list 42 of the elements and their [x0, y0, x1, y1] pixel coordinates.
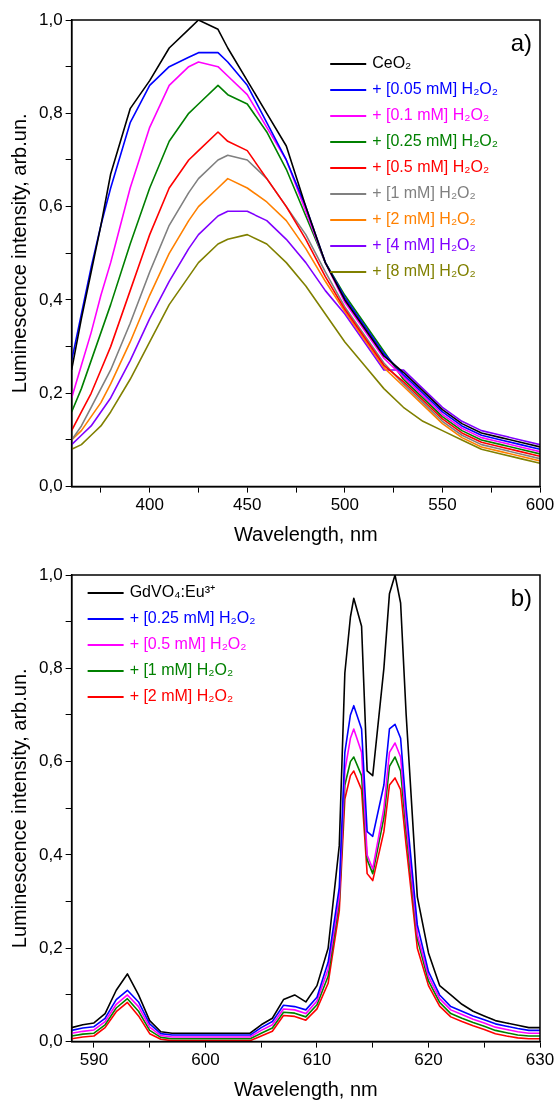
legend-label: + [0.5 mM] H₂O₂: [372, 158, 490, 176]
legend-label: + [0.1 mM] H₂O₂: [372, 106, 490, 124]
y-tick-label: 1,0: [38, 9, 63, 29]
y-tick-label: 0,4: [38, 844, 63, 864]
legend-label: CeO₂: [372, 54, 412, 72]
x-tick-label: 450: [233, 495, 262, 515]
y-tick-label: 0,2: [38, 382, 63, 402]
y-tick-label: 0,6: [38, 751, 63, 771]
y-axis-title: Luminescence intensity, arb.un.: [7, 668, 30, 949]
y-tick-label: 1,0: [38, 564, 63, 584]
annotation: a): [510, 28, 532, 56]
legend-label: + [0.05 mM] H₂O₂: [372, 80, 499, 98]
y-tick-label: 0,0: [38, 1031, 63, 1051]
x-tick-label: 600: [525, 495, 555, 515]
x-tick-label: 550: [428, 495, 457, 515]
legend-label: + [2 mM] H₂O₂: [372, 210, 476, 228]
y-tick-label: 0,8: [38, 658, 63, 678]
legend-label: + [2 mM] H₂O₂: [129, 687, 234, 705]
y-tick-label: 0,4: [38, 289, 63, 309]
x-tick-label: 400: [135, 495, 164, 515]
legend-label: + [0.25 mM] H₂O₂: [129, 609, 256, 627]
legend-label: + [0.5 mM] H₂O₂: [129, 635, 247, 653]
y-tick-label: 0,0: [38, 476, 63, 496]
legend-label: + [8 mM] H₂O₂: [372, 262, 476, 280]
y-tick-label: 0,6: [38, 196, 63, 216]
x-tick-label: 590: [79, 1050, 109, 1070]
y-tick-label: 0,8: [38, 103, 63, 123]
x-tick-label: 620: [414, 1050, 443, 1070]
x-axis-title: Wavelength, nm: [233, 522, 378, 545]
legend-label: + [4 mM] H₂O₂: [372, 236, 476, 254]
legend-label: + [1 mM] H₂O₂: [372, 184, 476, 202]
annotation: b): [510, 583, 532, 611]
legend-label: GdVO₄:Eu³⁺: [129, 583, 215, 601]
y-tick-label: 0,2: [38, 937, 63, 957]
legend-label: + [1 mM] H₂O₂: [129, 661, 234, 679]
x-tick-label: 600: [191, 1050, 220, 1070]
legend-label: + [0.25 mM] H₂O₂: [372, 132, 499, 150]
x-tick-label: 610: [302, 1050, 332, 1070]
x-tick-label: 630: [525, 1050, 555, 1070]
y-axis-title: Luminescence intensity, arb.un.: [7, 113, 30, 394]
x-tick-label: 500: [330, 495, 360, 515]
x-axis-title: Wavelength, nm: [233, 1077, 378, 1100]
